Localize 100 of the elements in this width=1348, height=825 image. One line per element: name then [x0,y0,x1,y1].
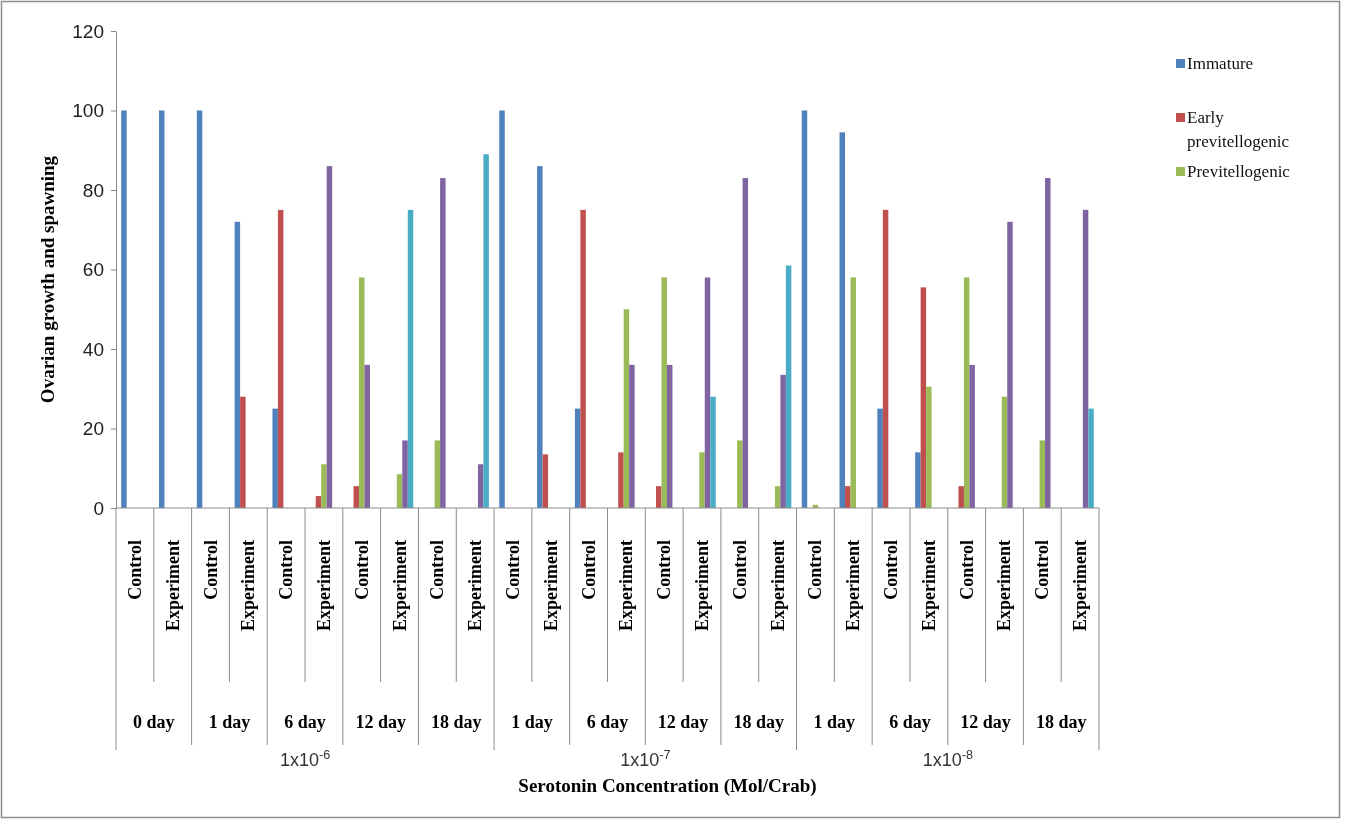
y-tick-label: 0 [93,497,104,519]
bar [321,464,327,508]
bar [483,154,489,508]
y-tick-label: 120 [72,20,104,42]
legend-label: Previtellogenic [1187,162,1291,181]
bar [542,454,549,508]
legend-label: Early previtellogenic [1187,108,1290,151]
bar [623,309,630,508]
text: 1x10$^{-6}$ [279,748,331,770]
bar [1039,440,1046,508]
text: 18 day [1035,712,1087,732]
text: 1 day [208,712,251,732]
bar [661,277,667,508]
text: 12 day [960,712,1011,732]
bar [240,396,246,508]
x-tick-label: Control [276,540,297,600]
x-tick-label: Control [200,540,221,600]
x-tick-label: Experiment [692,539,713,631]
bar [618,452,624,508]
text: 1x10$^{-8}$ [922,748,973,770]
x-tick-label: Experiment [1070,539,1091,631]
x-tick-label: Control [654,540,675,600]
text: 6 day [586,712,629,732]
bar [326,166,333,508]
y-tick-label: 20 [82,418,104,440]
bar [969,364,975,508]
bar [882,209,889,508]
x-tick-label: Experiment [994,539,1015,631]
bar [272,408,278,508]
x-tick-label: Experiment [767,539,788,631]
bar [407,209,414,508]
bar [364,364,370,508]
y-axis-title: Ovarian growth and spawning [37,155,58,404]
bar [963,277,970,508]
bar [537,166,543,508]
x-tick-label: Experiment [540,539,561,631]
x-tick-label: Control [729,540,750,600]
bar [699,452,705,508]
bar [1007,221,1013,508]
x-tick-label: Experiment [389,539,410,631]
x-tick-label: Experiment [843,539,864,631]
bar [1088,408,1094,508]
bar [742,178,749,508]
bar [877,408,883,508]
x-tick-label: Control [1032,540,1053,600]
y-tick-label: 100 [72,100,104,122]
x-tick-label: Control [956,540,977,600]
x-tick-label: Experiment [162,539,183,631]
bar [1082,209,1089,508]
bar [737,440,743,508]
bar [574,408,581,508]
bar [915,452,921,508]
y-tick-label: 60 [82,259,104,281]
bar [196,110,203,508]
x-tick-label: Experiment [465,539,486,631]
bar [277,209,284,508]
text: 6 day [284,712,326,732]
bar [499,110,505,508]
x-tick-label: Control [805,540,826,600]
x-tick-label: Control [124,540,145,600]
text: 1 day [813,712,856,732]
bar [926,386,932,508]
x-tick-label: Control [578,540,599,600]
text: 12 day [355,712,406,732]
x-tick-label: Control [427,540,448,600]
legend-label: Immature [1187,54,1254,73]
bar [440,178,446,508]
bar [359,277,365,508]
bar [801,110,808,508]
bar [580,209,586,508]
text: 1x10$^{-7}$ [620,748,671,770]
x-tick-label: Experiment [313,539,334,631]
bar [1045,178,1051,508]
y-tick-label: 80 [82,179,104,201]
bar [1001,396,1008,508]
bar [121,110,127,508]
bar [477,464,484,508]
bar [920,287,927,508]
bar [629,364,635,508]
bar [234,221,241,508]
bar [710,396,716,508]
x-tick-label: Experiment [918,539,939,631]
bar [845,486,851,508]
x-tick-label: Control [881,540,902,600]
bar [780,374,786,508]
x-tick-label: Control [502,540,523,600]
y-tick-label: 40 [82,338,104,360]
text: 12 day [657,712,709,732]
text: 6 day [889,712,931,732]
bar [785,265,792,508]
bar [402,440,408,508]
bar [839,132,846,508]
x-tick-label: Experiment [238,539,259,631]
bar [704,277,711,508]
text: Serotonin Concentration (Mol/Crab) [518,775,817,797]
bar [434,440,441,508]
text: 0 day [133,712,175,732]
x-tick-label: Experiment [616,539,637,631]
bar [958,486,964,508]
bar [159,110,165,508]
